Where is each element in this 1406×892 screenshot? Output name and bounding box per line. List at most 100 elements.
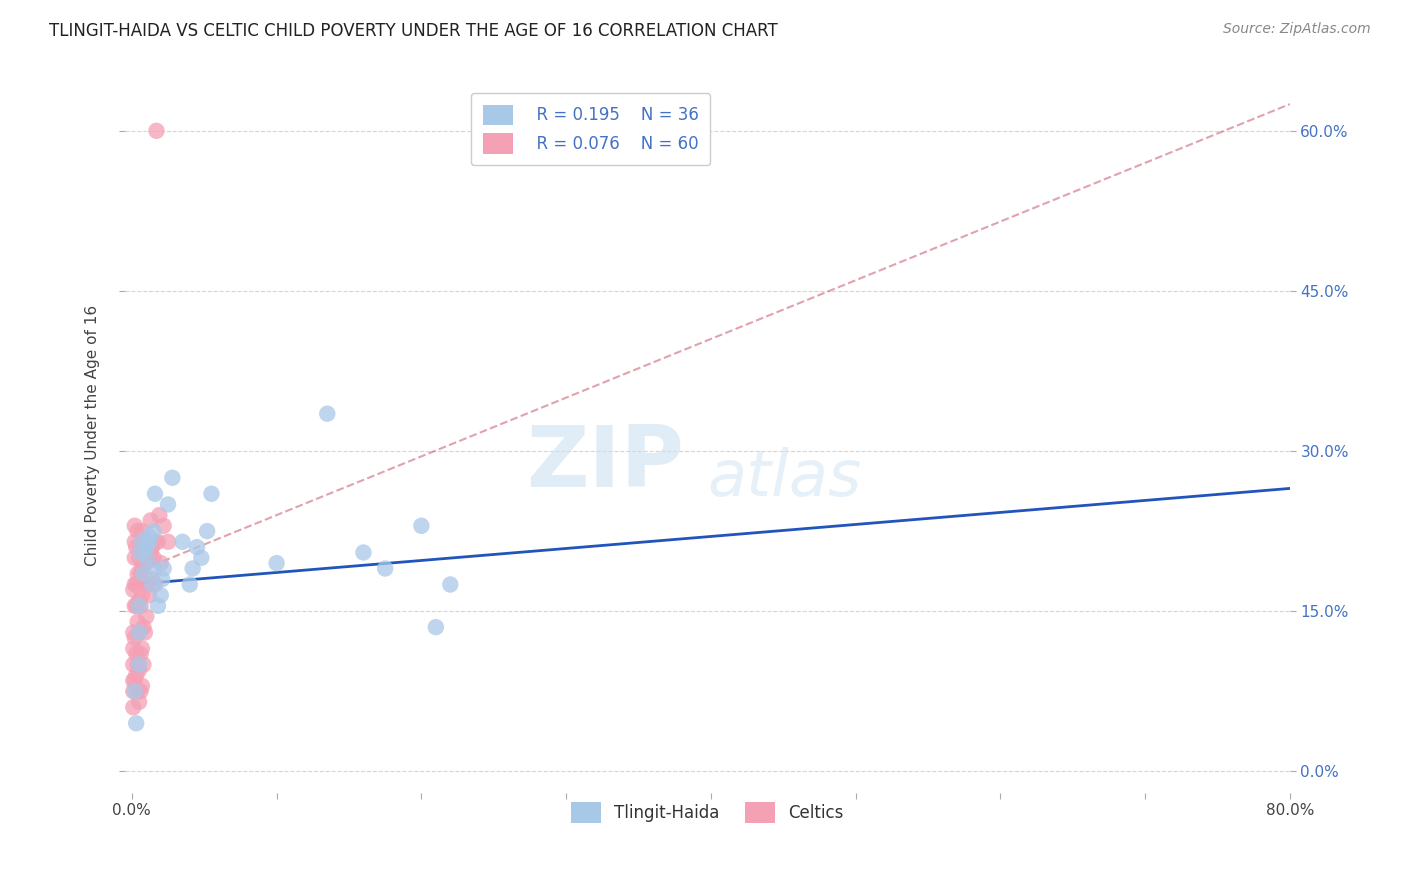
Legend: Tlingit-Haida, Celtics: Tlingit-Haida, Celtics (560, 790, 855, 834)
Point (143, 487, 166, 501)
Point (135, 609, 157, 624)
Point (124, 550, 146, 565)
Point (124, 577, 146, 591)
Point (125, 577, 148, 591)
Point (157, 498, 180, 512)
Point (148, 508, 170, 522)
Point (125, 668, 148, 682)
Point (128, 625, 150, 640)
Text: TLINGIT-HAIDA VS CELTIC CHILD POVERTY UNDER THE AGE OF 16 CORRELATION CHART: TLINGIT-HAIDA VS CELTIC CHILD POVERTY UN… (49, 22, 778, 40)
Point (131, 561, 153, 575)
Point (150, 572, 173, 586)
Point (129, 684, 152, 698)
Point (131, 524, 153, 538)
Point (125, 716, 148, 731)
Point (181, 561, 204, 575)
Point (127, 524, 149, 538)
Point (127, 684, 149, 698)
Point (124, 631, 146, 645)
Text: Source: ZipAtlas.com: Source: ZipAtlas.com (1223, 22, 1371, 37)
Point (411, 518, 433, 533)
Point (179, 577, 201, 591)
Point (122, 684, 145, 698)
Point (122, 625, 145, 640)
Y-axis label: Child Poverty Under the Age of 16: Child Poverty Under the Age of 16 (86, 304, 100, 566)
Point (146, 599, 169, 613)
Point (142, 561, 165, 575)
Point (124, 534, 146, 549)
Point (135, 550, 157, 565)
Point (138, 529, 160, 543)
Point (141, 577, 163, 591)
Point (128, 663, 150, 677)
Point (132, 566, 155, 581)
Point (353, 545, 375, 559)
Point (127, 657, 149, 672)
Point (142, 524, 165, 538)
Point (122, 657, 145, 672)
Point (162, 471, 184, 485)
Point (124, 673, 146, 688)
Point (186, 540, 208, 554)
Point (152, 518, 174, 533)
Point (122, 673, 145, 688)
Point (124, 518, 146, 533)
Point (190, 550, 212, 565)
Point (124, 684, 146, 698)
Point (122, 582, 145, 597)
Point (149, 556, 172, 570)
Point (200, 487, 222, 501)
Point (152, 561, 174, 575)
Point (138, 588, 160, 602)
Point (195, 524, 218, 538)
Point (125, 599, 148, 613)
Point (139, 545, 162, 559)
Point (141, 540, 163, 554)
Text: atlas: atlas (707, 447, 862, 509)
Point (135, 540, 157, 554)
Point (129, 566, 152, 581)
Point (122, 700, 145, 714)
Point (132, 620, 155, 634)
Point (128, 550, 150, 565)
Point (132, 577, 155, 591)
Point (129, 599, 152, 613)
Point (143, 534, 166, 549)
Point (134, 577, 156, 591)
Point (149, 588, 172, 602)
Point (124, 599, 146, 613)
Point (122, 641, 145, 656)
Point (425, 620, 447, 634)
Point (129, 545, 152, 559)
Point (127, 615, 149, 629)
Point (128, 657, 150, 672)
Point (142, 550, 165, 565)
Point (141, 572, 163, 586)
Point (128, 599, 150, 613)
Point (135, 556, 157, 570)
Point (125, 647, 148, 661)
Point (374, 561, 396, 575)
Point (316, 407, 339, 421)
Point (146, 534, 169, 549)
Point (139, 513, 162, 527)
Point (128, 695, 150, 709)
Point (157, 534, 180, 549)
Point (172, 534, 194, 549)
Point (132, 657, 155, 672)
Point (131, 679, 153, 693)
Point (143, 577, 166, 591)
Point (145, 124, 167, 138)
Point (127, 566, 149, 581)
Point (131, 534, 153, 549)
Point (128, 625, 150, 640)
Point (131, 641, 153, 656)
Text: ZIP: ZIP (526, 422, 683, 505)
Point (131, 588, 153, 602)
Point (128, 593, 150, 607)
Point (129, 647, 152, 661)
Point (138, 534, 160, 549)
Point (132, 545, 155, 559)
Point (439, 577, 461, 591)
Point (125, 540, 148, 554)
